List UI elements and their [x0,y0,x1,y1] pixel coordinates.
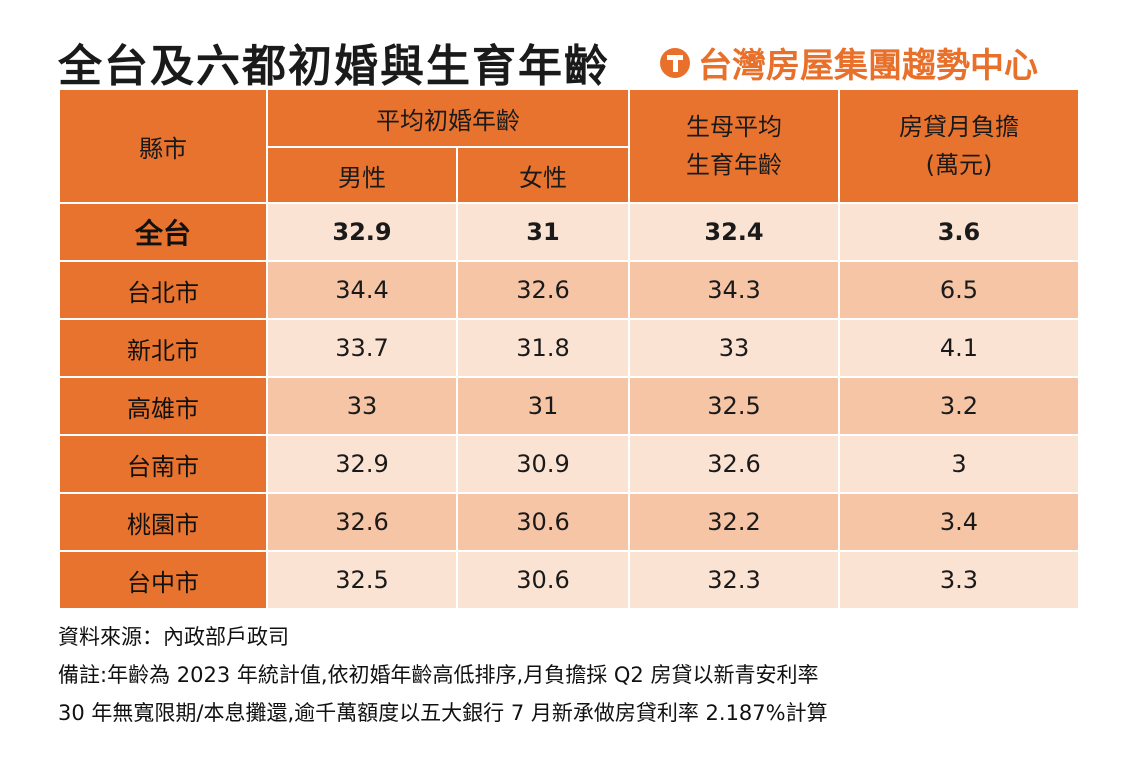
table-row: 台北市 34.4 32.6 34.3 6.5 [58,260,1080,320]
footnotes: 資料來源：內政部戶政司 備註:年齡為 2023 年統計值,依初婚年齡高低排序,月… [58,618,1118,732]
header-mortgage-line1: 房貸月負擔 [899,113,1019,141]
table-row-total: 全台 32.9 31 32.4 3.6 [58,202,1080,262]
cell-city: 新北市 [58,318,268,378]
cell-birth: 32.3 [628,550,840,610]
cell-female: 32.6 [456,260,630,320]
source-note: 資料來源：內政部戶政司 [58,625,289,649]
cell-mortgage: 4.1 [838,318,1080,378]
header-mortgage: 房貸月負擔 (萬元) [838,88,1080,204]
cell-female: 30.6 [456,492,630,552]
cell-mortgage: 3.3 [838,550,1080,610]
header-mortgage-line2: (萬元) [925,151,993,179]
remark-line-2: 30 年無寬限期/本息攤還,逾千萬額度以五大銀行 7 月新承做房貸利率 2.18… [58,701,828,725]
data-table: 縣市 平均初婚年齡 生母平均 生育年齡 房貸月負擔 (萬元) 男性 女性 全台 … [58,88,1080,610]
cell-birth: 34.3 [628,260,840,320]
header-birth-line1: 生母平均 [686,113,782,141]
cell-female: 30.9 [456,434,630,494]
cell-mortgage: 3.2 [838,376,1080,436]
cell-city: 全台 [58,202,268,262]
cell-female: 31 [456,202,630,262]
cell-female: 31 [456,376,630,436]
cell-male: 32.9 [266,202,458,262]
cell-city: 高雄市 [58,376,268,436]
brand-name: 台灣房屋集團趨勢中心 [698,46,1038,86]
table-row: 新北市 33.7 31.8 33 4.1 [58,318,1080,378]
cell-male: 34.4 [266,260,458,320]
cell-male: 32.5 [266,550,458,610]
cell-birth: 32.2 [628,492,840,552]
cell-birth: 33 [628,318,840,378]
cell-mortgage: 6.5 [838,260,1080,320]
page-title: 全台及六都初婚與生育年齡 [58,41,610,92]
table-row: 桃園市 32.6 30.6 32.2 3.4 [58,492,1080,552]
cell-birth: 32.4 [628,202,840,262]
header-marriage-age: 平均初婚年齡 [266,88,630,148]
cell-female: 31.8 [456,318,630,378]
cell-city: 台北市 [58,260,268,320]
brand: 台灣房屋集團趨勢中心 [660,38,1038,87]
cell-female: 30.6 [456,550,630,610]
header-male: 男性 [266,146,458,204]
cell-city: 台南市 [58,434,268,494]
header-birth-age: 生母平均 生育年齡 [628,88,840,204]
cell-male: 32.9 [266,434,458,494]
table-row: 高雄市 33 31 32.5 3.2 [58,376,1080,436]
cell-city: 桃園市 [58,492,268,552]
cell-mortgage: 3 [838,434,1080,494]
cell-mortgage: 3.6 [838,202,1080,262]
remark-line-1: 備註:年齡為 2023 年統計值,依初婚年齡高低排序,月負擔採 Q2 房貸以新青… [58,663,819,687]
header-female: 女性 [456,146,630,204]
taiwan-realty-logo-icon [660,47,690,78]
header-row-2: 男性 女性 [59,146,1079,204]
table-row: 台南市 32.9 30.9 32.6 3 [58,434,1080,494]
cell-male: 33 [266,376,458,436]
cell-birth: 32.5 [628,376,840,436]
cell-birth: 32.6 [628,434,840,494]
header-row-1: 縣市 平均初婚年齡 生母平均 生育年齡 房貸月負擔 (萬元) [58,88,1080,204]
cell-mortgage: 3.4 [838,492,1080,552]
cell-male: 33.7 [266,318,458,378]
table-row: 台中市 32.5 30.6 32.3 3.3 [58,550,1080,610]
cell-male: 32.6 [266,492,458,552]
cell-city: 台中市 [58,550,268,610]
header-birth-line2: 生育年齡 [686,151,782,179]
header-city: 縣市 [58,88,268,204]
